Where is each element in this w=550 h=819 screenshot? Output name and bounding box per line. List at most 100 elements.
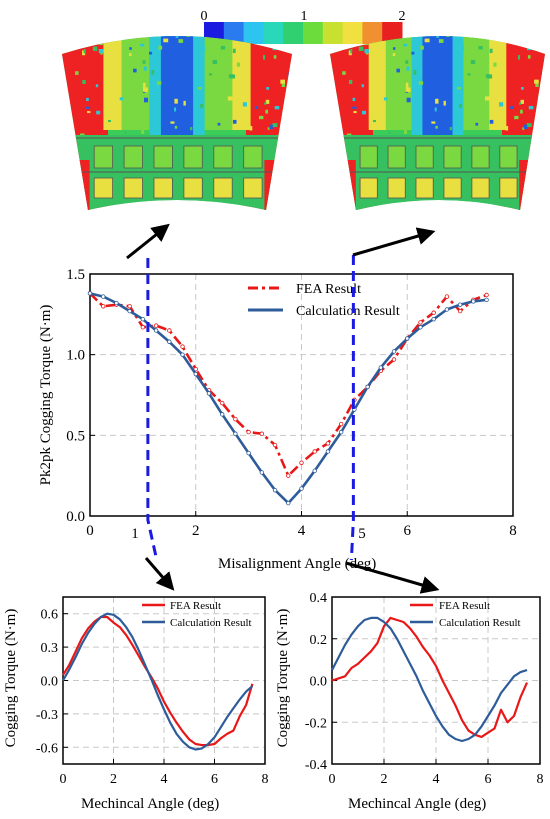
field-speckle	[441, 31, 444, 34]
data-point	[471, 299, 476, 304]
data-point	[286, 473, 291, 478]
colorbar-swatch	[342, 22, 363, 44]
bottom-right-chart-xlabel: Mechincal Angle (deg)	[348, 796, 486, 812]
bottom-right-chart-series	[331, 616, 529, 743]
data-point	[484, 292, 489, 298]
field-speckle	[541, 72, 544, 78]
field-slot	[443, 177, 462, 199]
field-speckle	[149, 41, 153, 44]
field-speckle	[542, 143, 545, 148]
bottom-right-chart-ylabel: Cogging Torque (N·m)	[275, 609, 291, 748]
field-speckle	[100, 51, 103, 55]
legend-label-fea: FEA Result	[296, 282, 361, 297]
data-point	[219, 400, 225, 406]
legend-label-fea: FEA Result	[170, 600, 221, 612]
field-speckle	[227, 96, 233, 101]
field-speckle	[413, 69, 417, 75]
data-point	[391, 349, 397, 354]
data-point	[246, 450, 251, 456]
field-speckle	[470, 59, 476, 65]
x-tick-label: 6	[404, 523, 412, 539]
field-speckle	[197, 87, 202, 90]
y-tick-label: 0.0	[41, 675, 59, 690]
main-chart-legend: FEA Result Calculation Result	[248, 282, 400, 319]
field-speckle	[499, 102, 504, 107]
data-point	[87, 291, 93, 296]
field-region	[489, 36, 507, 130]
field-speckle	[436, 36, 440, 38]
field-speckle	[434, 107, 437, 112]
field-speckle	[526, 123, 532, 128]
field-speckle	[517, 55, 520, 60]
colorbar-swatch	[382, 22, 403, 44]
field-speckle	[392, 53, 396, 56]
field-speckle	[176, 30, 180, 34]
field-speckle	[72, 163, 77, 166]
field-speckle	[216, 75, 220, 81]
field-speckle	[186, 36, 190, 37]
field-distribution-left-image	[62, 25, 292, 210]
y-tick-label: -0.4	[305, 758, 327, 773]
field-speckle	[178, 39, 184, 43]
field-speckle	[148, 51, 153, 55]
legend-label-calculation: Calculation Result	[296, 304, 400, 319]
field-speckle	[449, 29, 452, 32]
field-speckle	[272, 46, 277, 51]
field-speckle	[418, 81, 424, 85]
field-speckle	[411, 41, 416, 44]
x-tick-label: 0	[86, 523, 94, 539]
field-slot	[443, 145, 462, 169]
data-point	[457, 308, 463, 314]
field-speckle	[478, 45, 483, 50]
field-speckle	[87, 111, 91, 114]
field-region	[121, 36, 150, 130]
data-point	[140, 325, 146, 330]
colorbar-legend: 0 1 2	[201, 9, 406, 44]
series-line-calculation	[62, 612, 254, 751]
misalignment-annotations: 1 5	[126, 223, 440, 594]
field-speckle	[352, 106, 357, 109]
field-speckle	[151, 69, 155, 75]
field-speckle	[63, 89, 68, 94]
field-speckle	[81, 37, 84, 41]
field-speckle	[535, 83, 539, 87]
field-speckle	[200, 104, 204, 108]
data-point	[219, 412, 225, 417]
field-speckle	[133, 68, 137, 73]
field-speckle	[334, 121, 340, 127]
main-chart-ticks: 0 2 4 6 8 0.0 0.5 1.0 1.5	[66, 267, 517, 539]
field-speckle	[183, 100, 186, 106]
bottom-right-chart-legend: FEA Result Calculation Result	[410, 600, 521, 629]
arrow-to-left-field	[126, 223, 170, 260]
field-speckle	[82, 79, 86, 84]
y-tick-label: 0.0	[66, 509, 85, 525]
field-slot	[93, 177, 113, 199]
colorbar-swatch	[223, 22, 245, 44]
series-line-calculation	[331, 616, 528, 743]
colorbar-swatch	[243, 22, 264, 44]
field-distribution-right-image	[330, 29, 545, 210]
field-speckle	[530, 31, 534, 36]
field-speckle	[540, 137, 544, 140]
field-speckle	[91, 28, 95, 30]
x-tick-label: 8	[262, 772, 269, 787]
field-speckle	[528, 105, 534, 110]
x-tick-label: 2	[110, 772, 117, 787]
field-speckle	[99, 42, 103, 46]
data-point	[286, 500, 291, 506]
y-tick-label: 0.6	[41, 608, 59, 623]
colorbar-tick-label: 2	[399, 9, 406, 24]
field-speckle	[100, 25, 104, 27]
field-speckle	[392, 47, 396, 50]
y-tick-label: 0.3	[41, 641, 59, 656]
field-speckle	[143, 82, 146, 88]
field-speckle	[537, 168, 543, 172]
field-speckle	[279, 169, 283, 172]
field-speckle	[129, 53, 132, 56]
field-slot	[415, 145, 434, 169]
field-slot	[471, 145, 490, 169]
data-point	[457, 302, 463, 307]
data-point	[180, 352, 185, 357]
field-speckle	[443, 100, 446, 106]
series-line-calculation	[89, 292, 487, 505]
